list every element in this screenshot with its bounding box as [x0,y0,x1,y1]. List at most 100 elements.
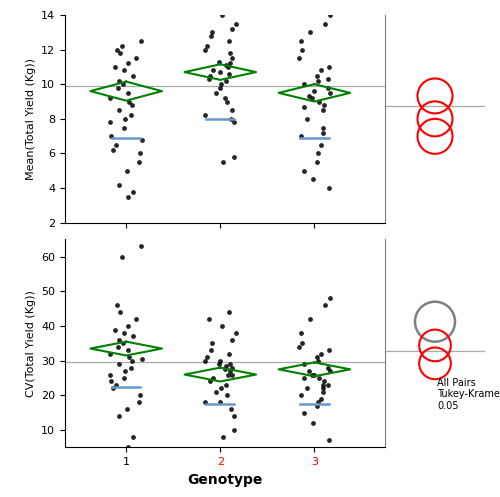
Point [115,181,123,189]
Point [115,77,123,84]
Point [313,158,321,166]
Point [136,391,143,399]
Point [120,374,128,382]
Point [310,371,318,379]
Point [208,374,216,382]
Point [314,357,322,365]
Point [127,111,135,119]
Point [298,37,306,45]
Point [324,83,332,91]
Point [137,243,145,250]
Point [326,436,334,444]
Point [208,28,216,36]
Point [124,443,132,451]
Point [223,97,231,105]
Point [206,75,214,83]
Point [298,339,306,347]
Point [124,322,132,330]
Point [308,371,316,379]
Point [106,350,114,358]
Point [128,357,136,365]
Point [222,61,230,69]
Point [120,67,128,75]
Point [314,150,322,158]
Point [120,115,128,123]
Point [110,63,118,71]
Point [326,11,334,19]
Point [204,353,212,361]
Point [314,398,322,406]
Point [326,89,334,97]
Point [107,132,115,140]
Point [220,433,228,441]
Point [226,49,234,57]
Point [113,46,121,54]
Point [124,346,132,354]
Point [116,308,124,316]
Point [107,378,115,386]
X-axis label: Genotype: Genotype [188,473,262,487]
Point [115,412,123,420]
Point [225,350,233,358]
Point [217,384,225,392]
Point [137,37,145,45]
Point [200,357,208,365]
Point [129,433,137,441]
Point [313,353,321,361]
Point [320,101,328,109]
Point [200,398,208,406]
Y-axis label: CV(Total Yield (Kg)): CV(Total Yield (Kg)) [26,290,36,397]
Point [324,75,332,83]
Point [106,94,114,102]
Point [227,115,235,123]
Point [136,398,143,406]
Point [127,364,135,372]
Point [232,19,239,27]
Point [230,153,238,161]
Point [106,118,114,126]
Point [314,77,322,84]
Point [300,360,308,368]
Point [204,42,212,50]
Point [228,25,236,33]
Point [306,315,314,323]
Point [318,67,326,75]
Point [320,301,328,309]
Point [114,360,122,368]
Point [319,106,327,114]
Point [206,378,214,386]
Point [326,294,334,302]
Point [223,391,231,399]
Point [110,146,118,154]
Point [218,322,226,330]
Point [112,141,120,149]
Point [228,106,236,114]
Point [124,60,132,68]
Point [120,329,128,337]
Point [120,339,128,347]
Point [118,253,126,261]
Point [120,367,128,375]
Point [128,101,136,109]
Point [319,381,327,389]
Point [318,388,326,396]
Point [324,381,332,389]
Point [300,409,308,416]
Point [226,60,234,68]
Point [325,63,333,71]
Point [208,32,216,40]
Point [320,129,328,137]
Point [232,329,239,337]
Point [230,426,238,434]
Point [208,346,216,354]
Point [200,46,208,54]
Point [313,402,321,410]
Point [208,67,216,75]
Point [113,301,121,309]
Point [122,167,130,175]
Point [124,89,132,97]
Point [138,355,146,363]
Point [309,175,317,183]
Point [132,315,140,323]
Point [136,150,143,158]
